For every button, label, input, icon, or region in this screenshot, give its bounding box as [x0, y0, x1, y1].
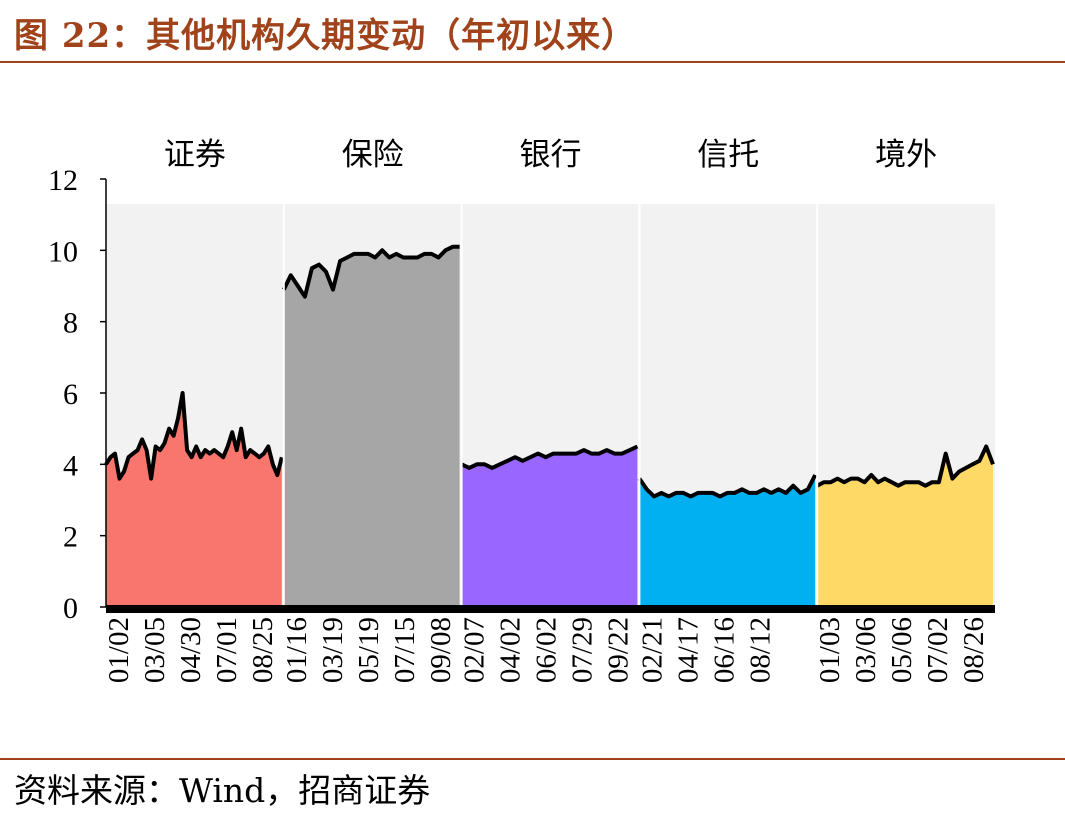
area-境外 [817, 446, 993, 607]
x-tick-label: 09/22 [603, 617, 635, 683]
x-tick-label: 04/02 [495, 617, 527, 683]
panel-证券: 证券 01/02 03/05 04/30 07/01 08/25 [103, 137, 284, 683]
figure-title: 图 22：其他机构久期变动（年初以来） [14, 16, 637, 56]
panel-label: 境外 [875, 137, 937, 173]
y-tick-label: 6 [63, 378, 78, 411]
x-tick-label: 05/06 [886, 617, 918, 683]
panel-境外: 境外 01/03 03/06 05/06 07/02 08/26 [814, 137, 995, 683]
title-divider [0, 61, 1065, 63]
x-tick-label: 04/30 [175, 617, 207, 683]
x-tick-label: 09/08 [425, 617, 457, 683]
series-line-保险 [282, 244, 460, 299]
series-line-银行 [460, 444, 639, 470]
y-tick-label: 0 [63, 592, 78, 625]
x-tick-label: 07/15 [389, 617, 421, 683]
area-信托 [639, 475, 816, 607]
panel-银行: 银行 02/07 04/02 06/02 07/29 09/22 [459, 137, 639, 683]
x-tick-label: 01/03 [814, 617, 846, 683]
x-tick-label: 07/02 [922, 617, 954, 683]
panel-label: 信托 [697, 137, 759, 173]
x-tick-label: 03/05 [139, 617, 171, 683]
area-保险 [283, 246, 460, 608]
panel-label: 银行 [520, 137, 582, 173]
x-tick-label: 06/02 [531, 617, 563, 683]
x-tick-label: 08/25 [247, 617, 279, 683]
panel-保险: 保险 01/16 03/19 05/19 07/15 09/08 [281, 137, 460, 683]
series-line-证券 [104, 391, 284, 481]
x-tick-label: 04/17 [672, 617, 704, 683]
x-tick-label: 05/19 [353, 617, 385, 683]
source-divider [0, 758, 1065, 760]
y-tick-label: 8 [63, 307, 78, 340]
series-line-信托 [637, 474, 817, 499]
panel-label: 保险 [342, 137, 404, 173]
series-line-境外 [816, 444, 995, 488]
y-tick-label: 4 [63, 449, 78, 482]
x-axis-line [106, 605, 995, 613]
x-tick-label: 08/12 [744, 617, 776, 683]
x-tick-label: 03/19 [317, 617, 349, 683]
panel-label: 证券 [164, 137, 226, 173]
x-tick-label: 03/06 [850, 617, 882, 683]
x-tick-label: 07/01 [211, 617, 243, 683]
source-note: 资料来源：Wind，招商证券 [14, 771, 431, 810]
panel-信托: 信托 02/21 04/17 06/16 08/12 [636, 137, 817, 683]
x-tick-label: 06/16 [708, 617, 740, 683]
y-tick-label: 12 [48, 164, 78, 197]
y-tick-label: 2 [63, 521, 78, 554]
x-tick-label: 02/21 [636, 617, 668, 683]
x-tick-label: 01/16 [281, 617, 313, 683]
x-tick-label: 02/07 [459, 617, 491, 683]
area-银行 [461, 446, 638, 607]
x-tick-label: 01/02 [103, 617, 135, 683]
x-tick-label: 07/29 [567, 617, 599, 683]
y-tick-label: 10 [48, 235, 78, 268]
x-tick-label: 08/26 [958, 617, 990, 683]
